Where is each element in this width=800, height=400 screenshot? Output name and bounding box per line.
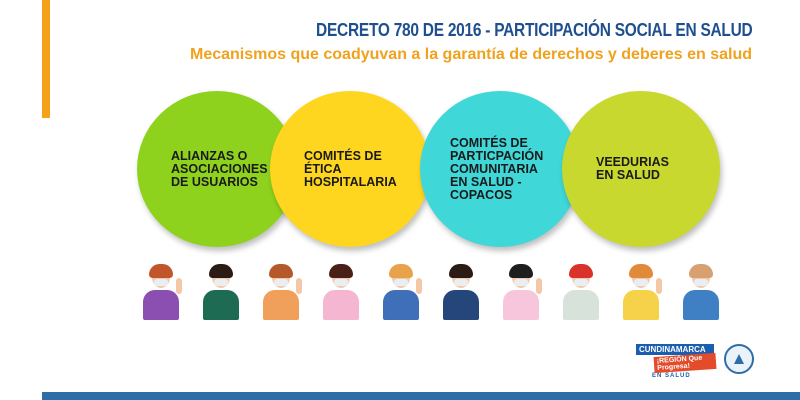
raised-hand-icon — [536, 278, 542, 294]
person-body — [323, 290, 359, 320]
raised-hand-icon — [176, 278, 182, 294]
person-body — [683, 290, 719, 320]
person-figure-icon — [500, 264, 542, 320]
person-body — [203, 290, 239, 320]
person-body — [263, 290, 299, 320]
person-hair — [629, 264, 653, 278]
person-figure-icon — [680, 264, 720, 320]
person-figure-icon — [140, 264, 182, 320]
person-figure-icon — [380, 264, 422, 320]
raised-hand-icon — [656, 278, 662, 294]
face-mask-icon — [394, 279, 408, 286]
person-body — [383, 290, 419, 320]
mechanism-label: ALIANZAS O ASOCIACIONES DE USUARIOS — [171, 148, 268, 189]
face-mask-icon — [454, 279, 468, 286]
page-title: DECRETO 780 DE 2016 - PARTICIPACIÓN SOCI… — [315, 20, 753, 40]
person-hair — [149, 264, 173, 278]
mechanism-circle-veedurias: VEEDURIAS EN SALUD — [562, 91, 720, 247]
mechanism-circle-comites-etica: COMITÉS DE ÉTICA HOSPITALARIA — [270, 91, 430, 247]
person-figure-icon — [200, 264, 240, 320]
person-hair — [569, 264, 593, 278]
face-mask-icon — [514, 279, 528, 286]
face-mask-icon — [634, 279, 648, 286]
person-body — [143, 290, 179, 320]
logo-health-text: EN SALUD — [652, 373, 691, 379]
face-mask-icon — [694, 279, 708, 286]
person-hair — [389, 264, 413, 278]
person-figure-icon — [320, 264, 360, 320]
person-hair — [449, 264, 473, 278]
page-subtitle: Mecanismos que coadyuvan a la garantía d… — [190, 46, 752, 63]
mechanism-label: VEEDURIAS EN SALUD — [596, 155, 669, 182]
mechanism-label: COMITÉS DE ÉTICA HOSPITALARIA — [304, 148, 397, 189]
person-figure-icon — [440, 264, 480, 320]
person-hair — [689, 264, 713, 278]
face-mask-icon — [154, 279, 168, 286]
person-hair — [209, 264, 233, 278]
face-mask-icon — [574, 279, 588, 286]
accent-bar — [42, 0, 50, 118]
footer-bar — [42, 392, 800, 400]
person-body — [563, 290, 599, 320]
government-seal-icon — [724, 344, 754, 374]
person-hair — [509, 264, 533, 278]
mechanism-circle-copacos: COMITÉS DE PARTICPACIÓN COMUNITARIA EN S… — [420, 91, 580, 247]
people-illustration — [140, 262, 720, 320]
face-mask-icon — [214, 279, 228, 286]
logo-slogan-text: ¡REGIÓN Que Progresa! — [653, 352, 717, 374]
mechanisms-diagram: ALIANZAS O ASOCIACIONES DE USUARIOS COMI… — [137, 91, 720, 247]
person-hair — [329, 264, 353, 278]
raised-hand-icon — [296, 278, 302, 294]
person-figure-icon — [560, 264, 600, 320]
person-figure-icon — [620, 264, 662, 320]
cundinamarca-logo: CUNDINAMARCA ¡REGIÓN Que Progresa! EN SA… — [636, 344, 717, 384]
face-mask-icon — [274, 279, 288, 286]
raised-hand-icon — [416, 278, 422, 294]
person-hair — [269, 264, 293, 278]
face-mask-icon — [334, 279, 348, 286]
person-body — [443, 290, 479, 320]
mechanism-label: COMITÉS DE PARTICPACIÓN COMUNITARIA EN S… — [450, 135, 544, 202]
person-body — [623, 290, 659, 320]
logo-brand-text: CUNDINAMARCA — [636, 344, 714, 355]
person-body — [503, 290, 539, 320]
person-figure-icon — [260, 264, 302, 320]
